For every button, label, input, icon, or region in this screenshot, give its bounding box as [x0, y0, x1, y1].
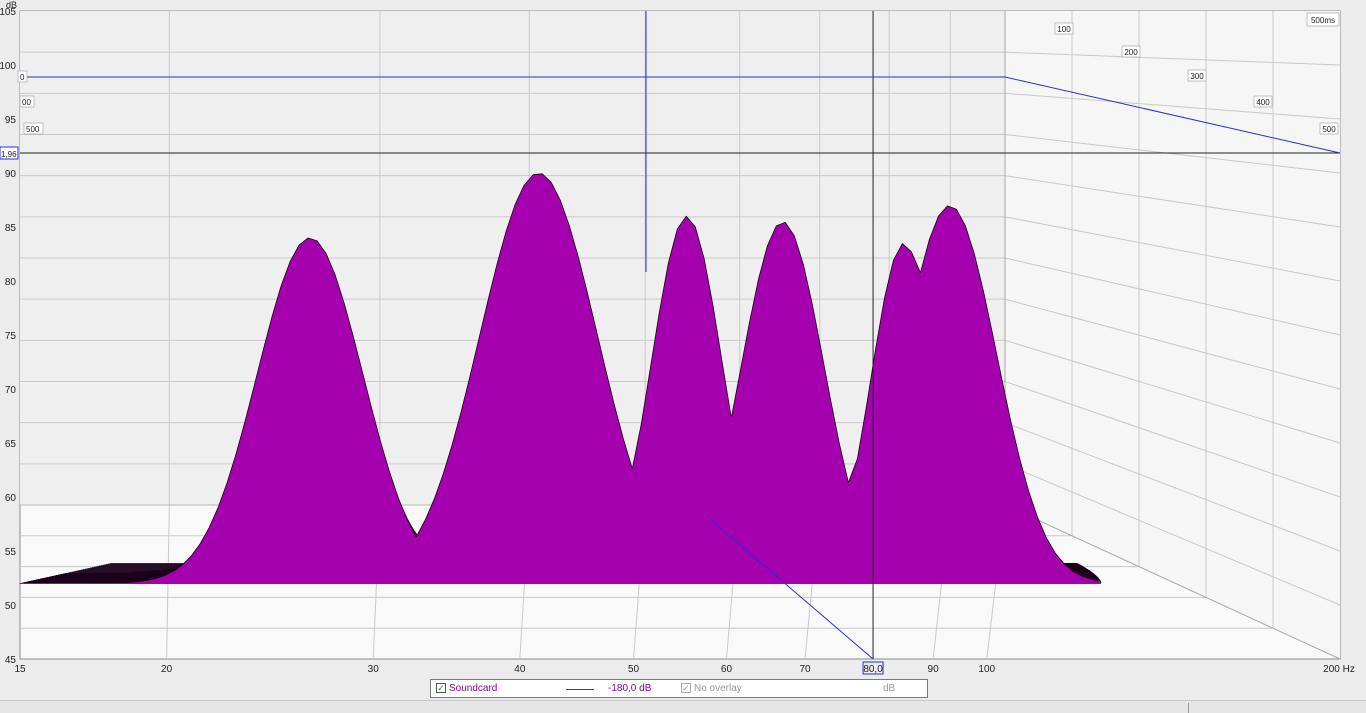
- x-tick-label: 30: [368, 664, 380, 675]
- side-gridline: [1004, 381, 1341, 498]
- y-tick-label: 95: [5, 115, 17, 126]
- time-tick-box: [1121, 45, 1141, 58]
- y-tick-label: 100: [0, 61, 16, 72]
- side-gridline: [1004, 257, 1341, 336]
- time-corner-box: [1306, 12, 1340, 27]
- depth-tick-label: 00: [22, 98, 31, 107]
- x-tick-label: 40: [514, 664, 526, 675]
- x-tick-label: 70: [799, 664, 811, 675]
- side-gridline: [1004, 216, 1341, 282]
- overlay-checkbox[interactable]: ✓: [681, 683, 691, 693]
- side-gridline: [1004, 51, 1341, 66]
- x-tick-label: 50: [628, 664, 640, 675]
- y-tick-label: 50: [5, 601, 17, 612]
- x-tick-label: 100: [978, 664, 995, 675]
- x-tick-label: 200 Hz: [1323, 664, 1355, 675]
- time-tick-box: [1187, 69, 1207, 82]
- side-gridline: [1004, 298, 1341, 390]
- y-tick-label: 85: [5, 223, 17, 234]
- time-tick-label: 300: [1190, 72, 1204, 81]
- side-gridline: [1004, 134, 1341, 174]
- time-tick-label: 500: [1322, 125, 1336, 134]
- y-tick-label: 75: [5, 331, 17, 342]
- depth-tick-label: 0: [20, 73, 25, 82]
- x-tick-label: 90: [928, 664, 940, 675]
- time-corner-label: 500ms: [1311, 16, 1335, 25]
- time-tick-label: 200: [1124, 48, 1138, 57]
- status-divider: [1188, 703, 1189, 713]
- y-tick-label: 65: [5, 439, 17, 450]
- depth-tick-box: [17, 70, 28, 83]
- time-tick-box: [1253, 95, 1273, 108]
- legend-bar: ✓ Soundcard -180,0 dB ✓ No overlay dB: [430, 679, 928, 698]
- y-tick-label: 80: [5, 277, 17, 288]
- cursor-level-box: [0, 146, 19, 160]
- x-tick-label: 20: [161, 664, 173, 675]
- time-tick-box: [1054, 22, 1074, 35]
- y-tick-label: 90: [5, 169, 17, 180]
- status-bar: [0, 700, 1366, 713]
- y-tick-label: 60: [5, 493, 17, 504]
- y-tick-label: 105: [0, 7, 16, 18]
- floor-side-edge: [1004, 504, 1341, 660]
- y-tick-label: 45: [5, 655, 17, 666]
- legend-level-value: -180,0 dB: [608, 683, 652, 694]
- side-wall: [1005, 11, 1340, 659]
- y-unit-label: dB: [6, 0, 17, 10]
- soundcard-checkbox[interactable]: ✓: [436, 683, 446, 693]
- legend-overlay-text[interactable]: No overlay: [694, 683, 742, 694]
- cursor-floor-line: [710, 519, 874, 660]
- time-tick-label: 400: [1256, 98, 1270, 107]
- depth-tick-label: 500: [26, 125, 40, 134]
- time-tick-box: [1319, 122, 1339, 135]
- side-gridline: [1004, 463, 1341, 606]
- x-tick-label: 60: [721, 664, 733, 675]
- cursor-side-line: [1004, 76, 1341, 154]
- x-tick-label: 80,0: [863, 664, 883, 675]
- side-gridline: [1004, 339, 1341, 444]
- side-gridline: [1004, 92, 1341, 120]
- y-tick-label: 55: [5, 547, 17, 558]
- legend-unit-label: dB: [883, 683, 896, 694]
- side-gridline: [1004, 175, 1341, 228]
- x-tick-label: 15: [14, 664, 26, 675]
- time-tick-label: 100: [1057, 25, 1071, 34]
- legend-series-swatch: [566, 689, 594, 690]
- cursor-level-label: 1,96: [1, 150, 17, 159]
- depth-tick-box: [19, 95, 35, 108]
- depth-tick-box: [23, 122, 44, 135]
- cursor-freq-box: [862, 661, 884, 675]
- y-tick-label: 70: [5, 385, 17, 396]
- waterfall-slice: [19, 173, 1101, 584]
- side-gridline: [1004, 422, 1341, 552]
- legend-series-name[interactable]: Soundcard: [449, 683, 498, 694]
